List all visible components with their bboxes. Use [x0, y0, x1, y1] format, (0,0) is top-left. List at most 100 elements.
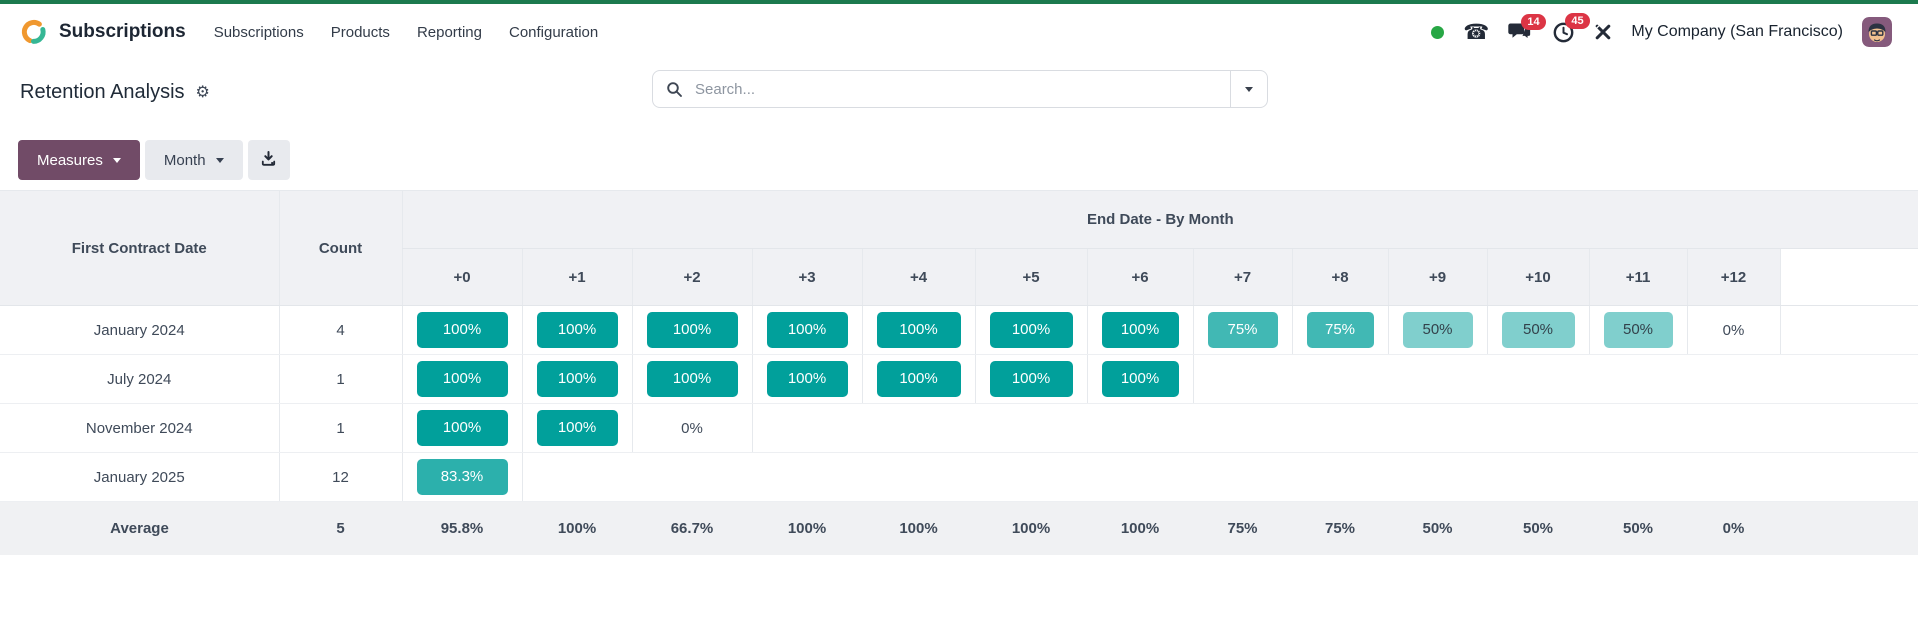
cohort-value-badge[interactable]: 100% — [1101, 361, 1179, 397]
row-count: 4 — [278, 305, 402, 355]
row-label: January 2024 — [0, 305, 279, 355]
average-count: 5 — [279, 501, 402, 555]
row-filler-cell — [1780, 501, 1918, 555]
cohort-cell — [632, 452, 752, 502]
app-menu: Subscriptions Products Reporting Configu… — [214, 24, 599, 41]
row-label: July 2024 — [0, 354, 279, 404]
cohort-cell — [1292, 452, 1388, 502]
measures-button[interactable]: Measures — [18, 140, 140, 180]
cohort-cell: 0% — [1686, 305, 1780, 355]
cohort-cell: 100% — [521, 403, 632, 453]
menu-configuration[interactable]: Configuration — [508, 23, 599, 41]
cohort-cell: 100% — [521, 305, 632, 355]
average-value: 100% — [862, 501, 975, 555]
average-value: 75% — [1292, 501, 1388, 555]
cohort-value-badge[interactable]: 100% — [876, 361, 961, 397]
cohort-cell — [862, 452, 975, 502]
row-filler-cell — [1780, 403, 1918, 453]
cohort-cell — [1292, 403, 1388, 453]
download-button[interactable] — [247, 140, 290, 180]
cohort-value-badge[interactable]: 50% — [1402, 312, 1473, 348]
row-filler-cell — [1779, 305, 1918, 355]
subscriptions-app-icon[interactable] — [20, 18, 48, 46]
cohort-cell — [1087, 452, 1193, 502]
gear-icon[interactable]: ⚙ — [195, 84, 210, 101]
cohort-value-badge[interactable]: 100% — [416, 312, 508, 348]
online-status-dot — [1431, 25, 1445, 39]
cohort-cell: 100% — [401, 305, 522, 355]
cohort-value-badge[interactable]: 100% — [416, 410, 508, 446]
user-avatar[interactable] — [1862, 17, 1892, 47]
cohort-cell — [1589, 354, 1687, 404]
cohort-value-badge[interactable]: 100% — [766, 312, 848, 348]
cohort-table: First Contract Date Count End Date - By Mo… — [0, 190, 1918, 555]
messages-icon[interactable]: 14 — [1508, 13, 1546, 43]
menu-reporting[interactable]: Reporting — [416, 23, 482, 41]
average-value: 100% — [752, 501, 862, 555]
activities-clock-icon[interactable]: 45 — [1552, 12, 1590, 44]
average-value: 66.7% — [632, 501, 752, 555]
cohort-header-period-row: +0 +1 +2 +3 +4 +5 +6 +7 +8 +9 +10 +11 +12 — [0, 248, 1918, 306]
cohort-value-badge[interactable]: 100% — [536, 410, 618, 446]
cohort-value-badge[interactable]: 75% — [1306, 312, 1374, 348]
cohort-value-badge[interactable]: 100% — [416, 361, 508, 397]
cohort-value-badge[interactable]: 100% — [766, 361, 848, 397]
cohort-cell — [1487, 452, 1589, 502]
cohort-cell: 100% — [401, 403, 522, 453]
row-label: January 2025 — [0, 452, 279, 502]
average-value: 50% — [1487, 501, 1589, 555]
chevron-down-icon — [1245, 86, 1253, 92]
download-icon — [260, 150, 277, 171]
cohort-value-badge[interactable]: 100% — [1101, 312, 1179, 348]
cohort-cell — [752, 452, 862, 502]
search-input[interactable] — [693, 79, 1230, 99]
voip-phone-icon[interactable]: ☎ — [1463, 20, 1490, 44]
average-row: Average 5 95.8% 100% 66.7% 100% 100% 100% 100% 75… — [0, 501, 1918, 555]
cohort-cell — [1192, 354, 1292, 404]
cohort-cell: 100% — [521, 354, 632, 404]
cohort-value-badge[interactable]: 100% — [989, 361, 1073, 397]
cohort-value-badge[interactable]: 100% — [646, 361, 738, 397]
group-header: End Date - By Month — [401, 190, 1918, 249]
cohort-cell — [1388, 354, 1487, 404]
control-panel: Retention Analysis ⚙ — [0, 60, 1918, 124]
search-bar — [652, 70, 1268, 108]
cohort-value-badge[interactable]: 83.3% — [416, 459, 508, 495]
cohort-cell: 100% — [1086, 305, 1193, 355]
cohort-value-badge[interactable]: 100% — [989, 312, 1073, 348]
period-header: +7 — [1192, 248, 1292, 306]
cohort-value-badge[interactable]: 75% — [1207, 312, 1278, 348]
systray: ☎ 14 45 — [1431, 12, 1892, 47]
cohort-cell: 100% — [974, 354, 1087, 404]
page-title: Retention Analysis — [20, 80, 185, 103]
cohort-cell: 100% — [1086, 354, 1193, 404]
row-filler-cell — [1780, 452, 1918, 502]
cohort-cell — [1292, 354, 1388, 404]
company-switcher[interactable]: My Company (San Francisco) — [1631, 23, 1843, 40]
average-label: Average — [0, 501, 279, 555]
interval-month-button[interactable]: Month — [144, 140, 243, 180]
cohort-cell — [862, 403, 975, 453]
menu-subscriptions[interactable]: Subscriptions — [213, 23, 304, 41]
search-dropdown-toggle[interactable] — [1230, 71, 1267, 107]
period-header: +9 — [1387, 248, 1487, 306]
cohort-cell: 100% — [631, 305, 752, 355]
cohort-value-badge[interactable]: 100% — [536, 361, 618, 397]
cohort-value-badge[interactable]: 100% — [536, 312, 618, 348]
chevron-down-icon — [215, 157, 224, 163]
debug-tools-icon[interactable] — [1594, 23, 1612, 41]
cohort-cell: 100% — [631, 354, 752, 404]
cohort-value-badge[interactable]: 50% — [1501, 312, 1575, 348]
cohort-cell — [1388, 403, 1487, 453]
app-name[interactable]: Subscriptions — [59, 21, 186, 42]
period-header: +10 — [1486, 248, 1589, 306]
average-value: 100% — [975, 501, 1087, 555]
cohort-cell: 75% — [1291, 305, 1388, 355]
cohort-value-badge[interactable]: 100% — [646, 312, 738, 348]
cohort-row: January 2025 12 83.3% — [0, 452, 1918, 502]
row-label: November 2024 — [0, 403, 279, 453]
cohort-value-badge[interactable]: 50% — [1603, 312, 1673, 348]
menu-products[interactable]: Products — [330, 23, 390, 41]
cohort-cell — [1687, 452, 1780, 502]
cohort-value-badge[interactable]: 100% — [876, 312, 961, 348]
